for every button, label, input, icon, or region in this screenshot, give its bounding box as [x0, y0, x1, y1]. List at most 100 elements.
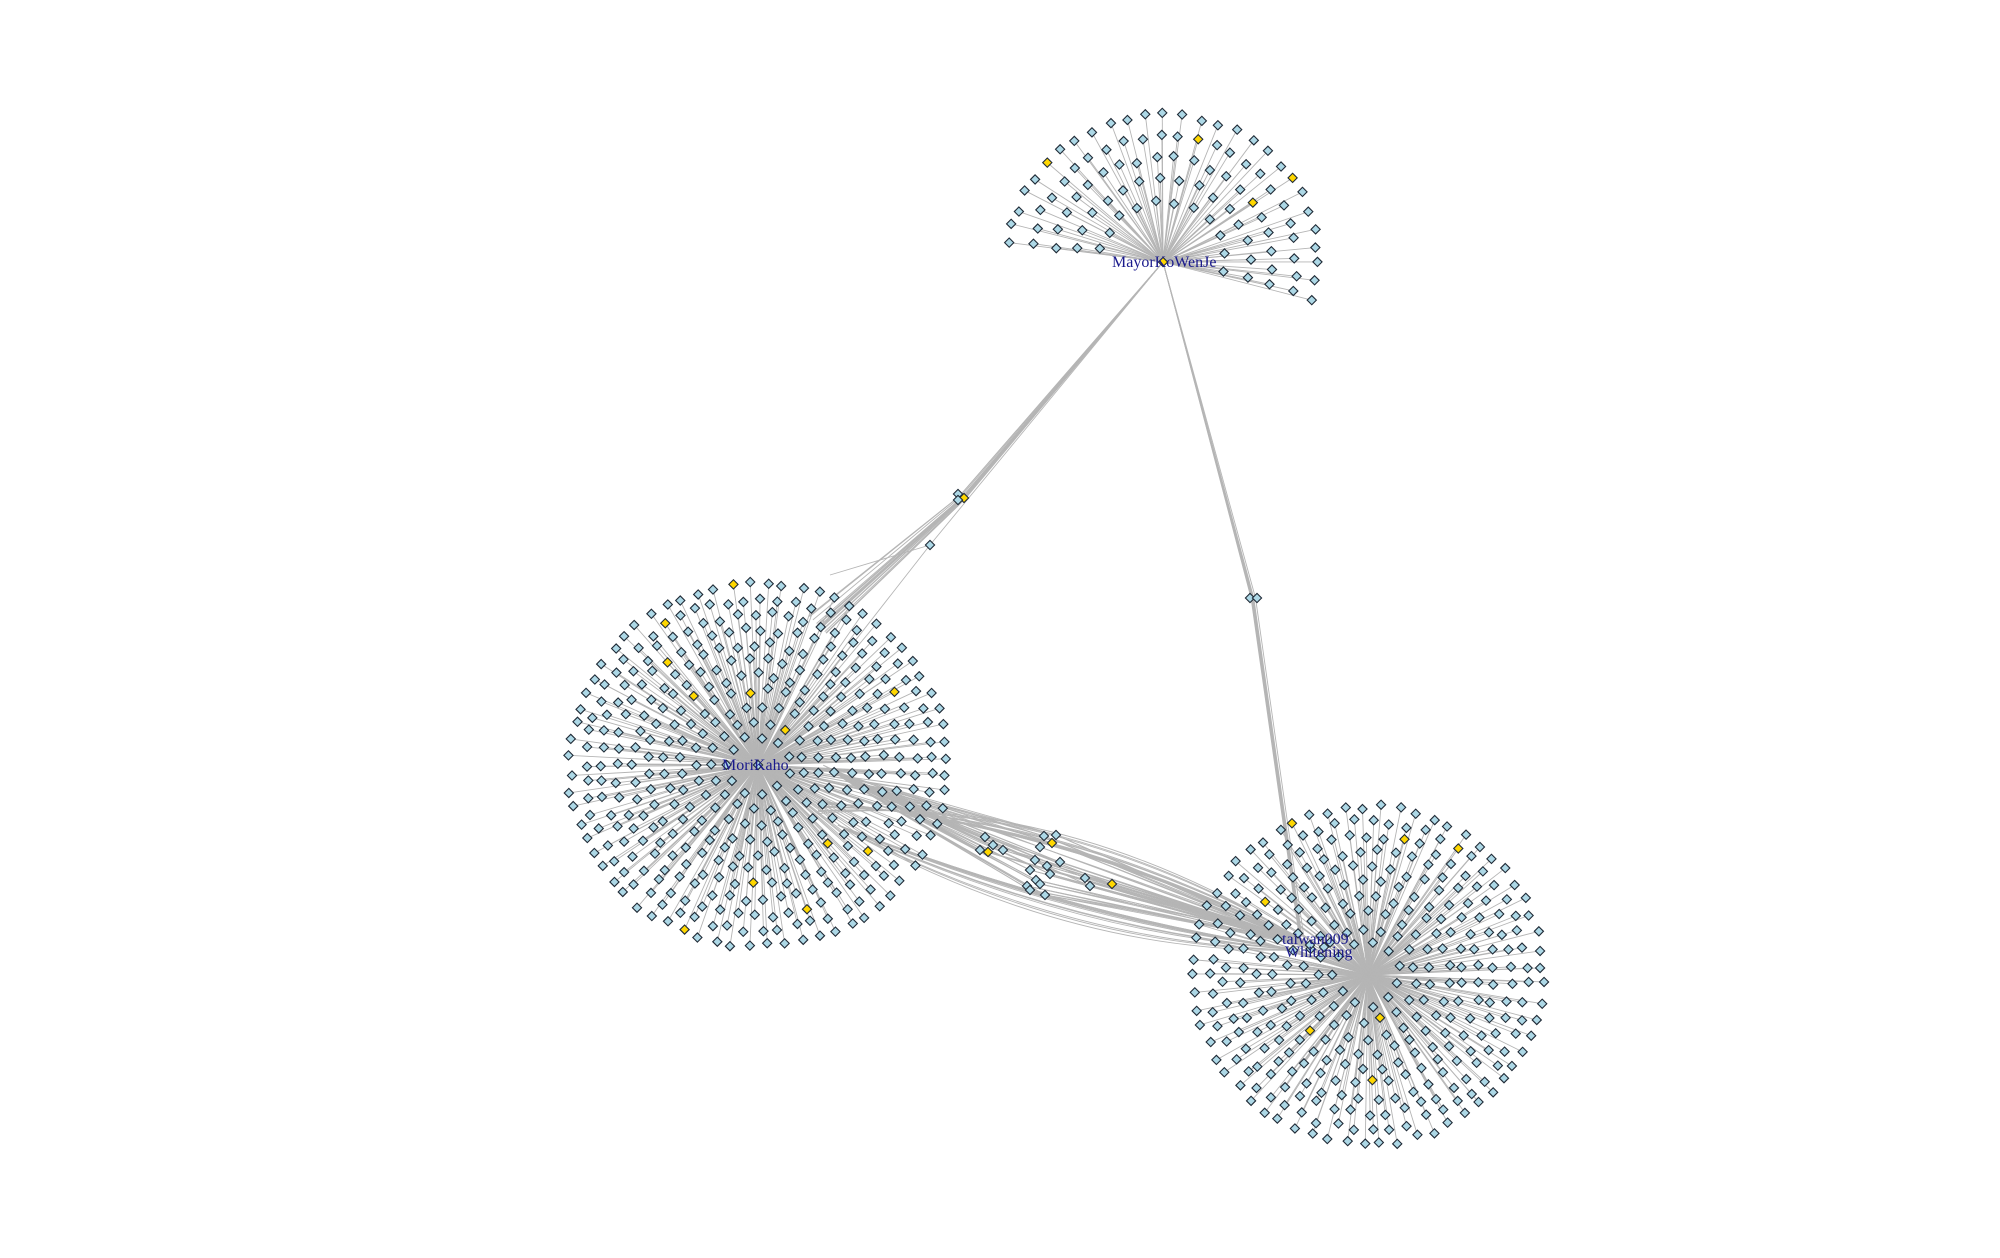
graph-node — [685, 718, 697, 730]
graph-node — [1420, 1109, 1432, 1121]
graph-node — [1498, 1072, 1510, 1084]
graph-node — [1408, 891, 1420, 903]
graph-node — [753, 667, 765, 678]
graph-node — [1421, 912, 1432, 924]
graph-node — [1344, 829, 1356, 841]
graph-node — [636, 679, 648, 690]
graph-node — [709, 825, 721, 836]
graph-node — [1306, 915, 1317, 927]
graph-node — [1221, 1036, 1233, 1047]
graph-node-highlight — [662, 657, 673, 668]
graph-node — [739, 731, 751, 743]
graph-node — [684, 801, 696, 813]
graph-node — [1273, 1055, 1284, 1067]
graph-node — [924, 539, 936, 551]
graph-node — [1230, 888, 1241, 899]
graph-node — [1288, 232, 1299, 244]
graph-node — [1306, 294, 1318, 306]
graph-node — [584, 809, 596, 821]
graph-node-highlight — [688, 690, 700, 702]
graph-node — [758, 925, 769, 937]
graph-node — [910, 860, 921, 871]
graph-node — [644, 734, 656, 746]
graph-node — [1326, 969, 1338, 981]
graph-node — [1517, 1046, 1528, 1058]
graph-node — [1245, 844, 1257, 855]
graph-node — [1050, 829, 1062, 841]
graph-node — [1294, 846, 1306, 858]
graph-node — [1266, 867, 1277, 878]
graph-node-highlight — [1304, 1025, 1316, 1037]
graph-node — [1401, 1120, 1412, 1132]
graph-node — [1337, 850, 1348, 862]
graph-node — [1059, 176, 1071, 187]
graph-node — [617, 886, 629, 898]
graph-node — [814, 930, 826, 942]
hub-label-whitening: Whitening — [1285, 944, 1353, 961]
graph-node — [756, 733, 768, 744]
graph-node — [1347, 860, 1359, 871]
graph-node — [807, 812, 819, 824]
graph-node — [878, 749, 890, 761]
graph-node — [816, 829, 828, 841]
graph-node — [696, 815, 708, 826]
graph-node — [766, 606, 778, 618]
graph-node — [725, 655, 737, 666]
graph-node — [676, 768, 688, 780]
graph-node — [1403, 994, 1415, 1006]
graph-node — [601, 709, 613, 721]
graph-node — [675, 610, 686, 621]
graph-node — [790, 888, 802, 899]
graph-node — [1291, 270, 1302, 282]
graph-node — [1205, 1036, 1217, 1048]
graph-node — [1194, 1019, 1206, 1031]
graph-node — [719, 789, 731, 800]
graph-node — [1302, 206, 1314, 218]
graph-node — [1536, 998, 1548, 1010]
graph-node-highlight — [1046, 837, 1058, 849]
graph-node — [1320, 1034, 1331, 1045]
graph-node — [853, 720, 864, 732]
graph-node — [1444, 959, 1456, 971]
graph-node — [752, 850, 764, 861]
graph-node — [669, 798, 680, 810]
hub-label-mayor: MayorKoWenJe — [1112, 254, 1216, 271]
graph-node — [1013, 206, 1025, 217]
graph-node — [1253, 987, 1265, 999]
graph-node — [831, 887, 842, 899]
graph-node — [1154, 172, 1166, 184]
graph-node — [1263, 227, 1274, 238]
graph-node — [841, 784, 853, 796]
graph-node — [674, 871, 686, 883]
graph-node — [1315, 930, 1326, 942]
graph-node — [797, 616, 809, 628]
graph-node — [1294, 1090, 1306, 1102]
graph-node — [1244, 592, 1256, 604]
graph-node — [748, 717, 760, 728]
graph-node — [1370, 891, 1382, 902]
graph-node — [1297, 186, 1308, 198]
graph-node — [1445, 1012, 1456, 1024]
graph-node — [772, 815, 784, 827]
graph-node — [909, 769, 921, 781]
graph-node — [1190, 932, 1202, 944]
graph-node — [1238, 962, 1249, 974]
graph-node — [692, 932, 703, 943]
graph-node-highlight — [1399, 833, 1410, 845]
graph-node — [1410, 929, 1422, 940]
graph-node — [762, 653, 774, 664]
graph-node — [1343, 1031, 1354, 1043]
graph-node — [768, 672, 779, 684]
graph-node — [792, 822, 804, 833]
graph-node — [669, 719, 680, 730]
graph-node — [1019, 185, 1030, 196]
graph-node — [729, 878, 741, 890]
graph-node — [885, 631, 897, 643]
graph-node-highlight — [1286, 817, 1298, 829]
graph-node — [1378, 833, 1389, 845]
graph-node — [1333, 950, 1345, 962]
graph-node — [699, 708, 711, 720]
graph-node — [697, 617, 709, 629]
graph-node — [1156, 129, 1168, 141]
graph-node — [626, 759, 638, 770]
